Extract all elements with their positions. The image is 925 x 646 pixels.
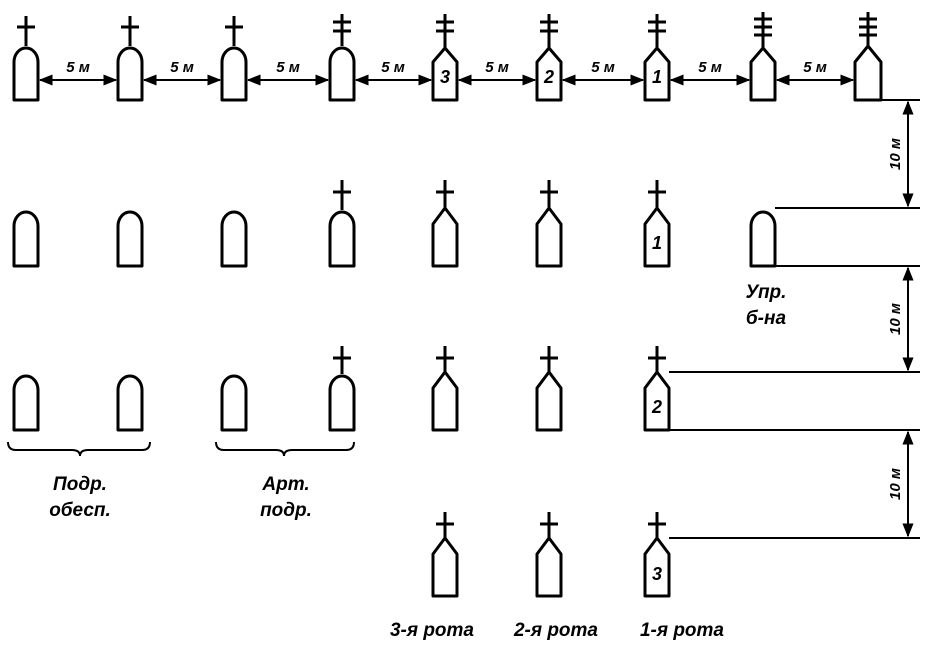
support-label-line1: Подр. <box>53 474 107 495</box>
support-brace <box>7 441 151 457</box>
spacing-label: 10 м <box>887 303 904 335</box>
spacing-label: 5 м <box>170 59 194 76</box>
vehicle-symbol <box>220 210 248 268</box>
battalion-hq-label-line2: б-на <box>746 308 787 329</box>
company-commander-symbol: 2 <box>535 14 563 102</box>
marker-number: 1 <box>652 233 662 253</box>
platoon-commander-symbol: 2 <box>643 346 671 432</box>
marker-number: 1 <box>652 67 662 87</box>
artillery-label-line1: Арт. <box>261 474 309 495</box>
commander-symbol <box>220 16 248 102</box>
company-commander-symbol: 1 <box>643 14 671 102</box>
row2: 1 <box>12 180 777 268</box>
platoon-commander-symbol <box>535 346 563 432</box>
artillery-label-line2: подр. <box>260 500 312 521</box>
platoon-commander-symbol <box>431 180 459 268</box>
artillery-commander-symbol <box>328 346 356 432</box>
row4: 3 <box>431 512 671 598</box>
spacing-label: 10 м <box>887 138 904 170</box>
company1-label: 1-я рота <box>640 620 724 641</box>
marker-number: 2 <box>651 397 662 417</box>
artillery-commander-symbol <box>328 180 356 268</box>
vehicle-symbol <box>116 374 144 432</box>
vehicle-symbol <box>12 210 40 268</box>
battalion-hq-symbol <box>749 210 777 268</box>
platoon-commander-symbol <box>431 346 459 432</box>
marker-number: 3 <box>440 67 450 87</box>
marker-number: 3 <box>652 564 662 584</box>
commander-symbol <box>116 16 144 102</box>
company-commander-symbol: 3 <box>431 14 459 102</box>
spacing-label: 5 м <box>381 59 405 76</box>
spacing-label: 5 м <box>591 59 615 76</box>
support-label-line2: обесп. <box>49 500 111 521</box>
horizontal-spacing-arrows: 5 м 5 м 5 м 5 м 5 м 5 м 5 м 5 м <box>38 59 855 86</box>
company3-label: 3-я рота <box>390 620 474 641</box>
vehicle-symbol <box>220 374 248 432</box>
commander-symbol <box>12 16 40 102</box>
spacing-label: 5 м <box>66 59 90 76</box>
vertical-spacing: 10 м 10 м 10 м <box>669 99 920 539</box>
platoon-commander-symbol: 1 <box>643 180 671 268</box>
marker-number: 2 <box>543 67 554 87</box>
artillery-brace <box>215 441 355 457</box>
vehicle-symbol <box>12 374 40 432</box>
platoon-commander-symbol: 3 <box>643 512 671 598</box>
vehicle-symbol <box>116 210 144 268</box>
spacing-label: 5 м <box>276 59 300 76</box>
platoon-commander-symbol <box>431 512 459 598</box>
spacing-label: 5 м <box>698 59 722 76</box>
battalion-commander-symbol <box>749 12 777 102</box>
spacing-label: 10 м <box>887 468 904 500</box>
company2-label: 2-я рота <box>513 620 598 641</box>
platoon-commander-symbol <box>535 512 563 598</box>
battalion-commander-symbol <box>853 12 883 102</box>
row1: 3 2 1 <box>12 12 883 102</box>
spacing-label: 5 м <box>803 59 827 76</box>
spacing-label: 5 м <box>485 59 509 76</box>
battalion-hq-label-line1: Упр. <box>746 282 787 303</box>
platoon-commander-symbol <box>535 180 563 268</box>
row3: 2 <box>12 346 671 432</box>
commander-symbol <box>328 14 356 102</box>
